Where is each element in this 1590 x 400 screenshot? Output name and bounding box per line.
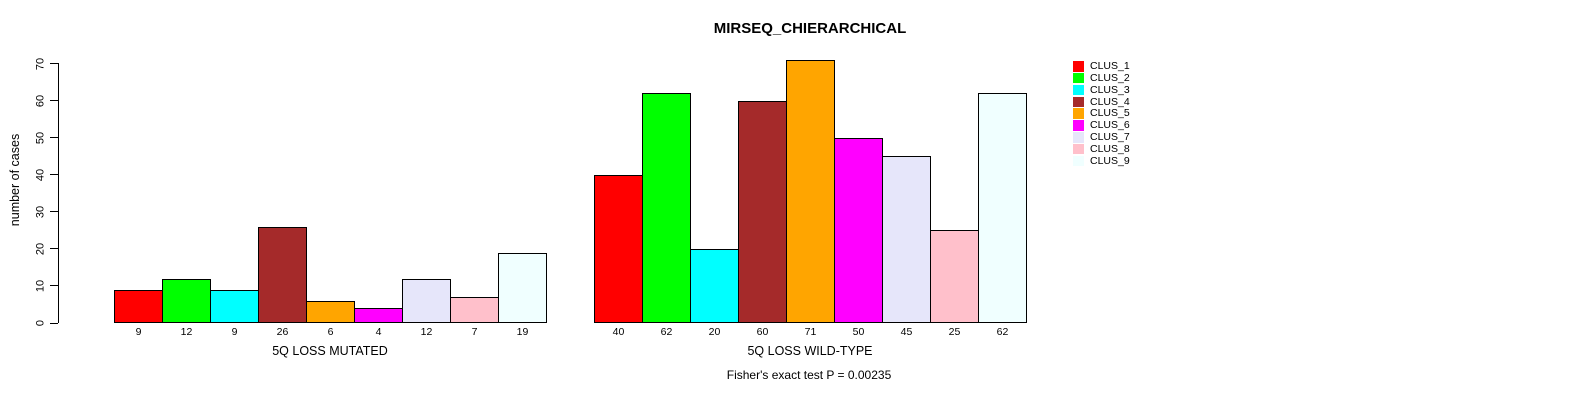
chart-title: MIRSEQ_CHIERARCHICAL — [713, 20, 907, 37]
legend-label: CLUS_8 — [1090, 142, 1130, 155]
legend-label: CLUS_2 — [1090, 71, 1130, 84]
bar-value-label: 20 — [708, 325, 721, 338]
y-axis-tick — [50, 285, 58, 287]
bar-clus_3 — [690, 248, 739, 323]
bar-clus_5 — [786, 59, 835, 323]
bar-clus_2 — [642, 93, 691, 323]
legend-swatch — [1073, 155, 1084, 167]
bar-clus_1 — [594, 174, 643, 323]
y-axis-tick-label: 10 — [34, 279, 46, 293]
bar-clus_9 — [498, 252, 547, 323]
bar-value-label: 12 — [420, 325, 433, 338]
bar-value-label: 19 — [516, 325, 529, 338]
legend-label: CLUS_1 — [1090, 60, 1130, 72]
y-axis-tick-label: 0 — [34, 319, 46, 327]
y-axis-tick-label: 40 — [34, 168, 46, 181]
bar-clus_3 — [210, 289, 259, 323]
y-axis-tick — [50, 174, 58, 176]
bar-value-label: 12 — [180, 325, 193, 338]
y-axis-tick-label: 60 — [34, 94, 46, 107]
bar-clus_7 — [882, 156, 931, 323]
bar-value-label: 25 — [948, 325, 961, 338]
bar-clus_6 — [834, 137, 883, 323]
bar-value-label: 60 — [756, 325, 769, 338]
legend-swatch — [1073, 96, 1084, 108]
legend-label: CLUS_6 — [1090, 119, 1130, 132]
legend-label: CLUS_3 — [1090, 83, 1130, 96]
bar-value-label: 45 — [900, 325, 913, 338]
bar-value-label: 7 — [471, 325, 478, 338]
y-axis-tick — [50, 100, 58, 102]
bar-value-label: 9 — [231, 325, 238, 338]
bar-value-label: 71 — [804, 325, 817, 338]
y-axis-tick — [50, 137, 58, 139]
y-axis-tick-label: 20 — [34, 242, 46, 255]
bar-value-label: 62 — [996, 325, 1009, 338]
y-axis-tick — [50, 63, 58, 64]
bar-value-label: 40 — [612, 325, 625, 338]
bar-clus_7 — [402, 278, 451, 323]
x-axis-label-wild-type: 5Q LOSS WILD-TYPE — [747, 344, 873, 358]
legend-swatch — [1073, 84, 1084, 96]
y-axis-tick — [50, 248, 58, 250]
legend-label: CLUS_7 — [1090, 131, 1130, 144]
bar-value-label: 50 — [852, 325, 865, 338]
legend-swatch — [1073, 120, 1084, 131]
y-axis-tick-label: 70 — [34, 57, 46, 70]
legend-swatch — [1073, 143, 1084, 155]
bar-clus_4 — [258, 226, 307, 323]
bar-clus_5 — [306, 300, 355, 323]
legend-label: CLUS_4 — [1090, 95, 1130, 108]
legend-label: CLUS_5 — [1090, 107, 1130, 120]
x-axis-label-mutated: 5Q LOSS MUTATED — [272, 344, 388, 358]
bar-clus_2 — [162, 278, 211, 323]
legend-swatch — [1073, 72, 1084, 84]
bar-clus_4 — [738, 100, 787, 323]
bar-clus_8 — [450, 297, 499, 323]
bar-clus_9 — [978, 93, 1027, 323]
legend-swatch — [1073, 108, 1084, 119]
y-axis-tick-label: 30 — [34, 205, 46, 218]
bar-clus_8 — [930, 230, 979, 323]
bar-clus_1 — [114, 289, 163, 323]
y-axis-line — [57, 62, 59, 324]
bar-value-label: 4 — [375, 325, 382, 338]
legend-label: CLUS_9 — [1090, 154, 1130, 167]
legend-swatch — [1073, 61, 1084, 72]
bar-value-label: 26 — [276, 325, 289, 338]
bar-value-label: 9 — [135, 325, 142, 338]
legend-swatch — [1073, 132, 1084, 143]
bar-value-label: 62 — [660, 325, 673, 338]
y-axis-tick-label: 50 — [34, 131, 46, 144]
bar-clus_6 — [354, 308, 403, 323]
y-axis-label: number of cases — [8, 133, 22, 227]
fisher-test-annotation: Fisher's exact test P = 0.00235 — [726, 368, 892, 382]
bar-value-label: 6 — [327, 325, 334, 338]
y-axis-tick — [50, 211, 58, 213]
y-axis-tick — [50, 322, 58, 324]
